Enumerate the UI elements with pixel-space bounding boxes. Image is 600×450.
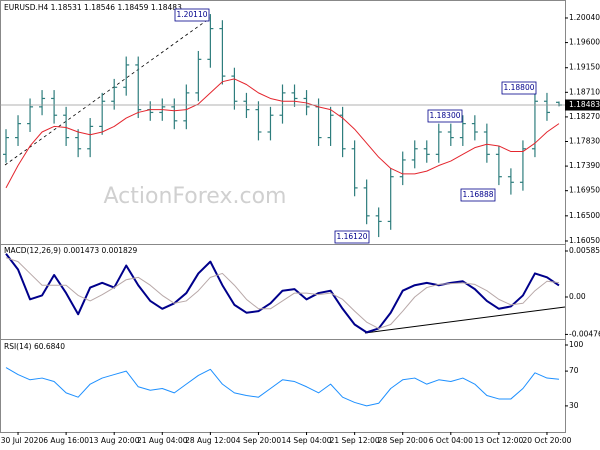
annotation-box bbox=[334, 230, 370, 244]
trend-line bbox=[4, 17, 211, 166]
y-tick-label: 100 bbox=[569, 340, 584, 349]
x-tick-label: 6 Oct 04:00 bbox=[429, 436, 473, 445]
indicator-line bbox=[5, 253, 560, 334]
x-tick-label: 4 Sep 20:00 bbox=[236, 436, 282, 445]
annotation: 1.16888 bbox=[462, 190, 493, 199]
annotation-box bbox=[501, 81, 537, 95]
indicator-line bbox=[5, 257, 560, 329]
y-tick-label: 1.17390 bbox=[569, 161, 600, 170]
trend-line bbox=[364, 306, 566, 334]
rsi-title: RSI(14) 60.6840 bbox=[4, 342, 65, 351]
y-tick-label: 1.17830 bbox=[569, 136, 600, 145]
current-price-box bbox=[565, 99, 600, 111]
y-tick-label: 0.00 bbox=[569, 292, 586, 301]
x-tick-label: 20 Oct 20:00 bbox=[523, 436, 572, 445]
annotation-box bbox=[174, 8, 210, 22]
annotation-box bbox=[460, 188, 496, 202]
x-tick-label: 21 Sep 12:00 bbox=[330, 436, 380, 445]
watermark: ActionForex.com bbox=[104, 184, 287, 209]
indicator-line bbox=[5, 367, 560, 407]
x-tick-label: 6 Aug 16:00 bbox=[43, 436, 89, 445]
y-tick-label: 30 bbox=[569, 401, 579, 410]
y-tick-label: 1.18270 bbox=[569, 112, 600, 121]
annotation-box bbox=[427, 109, 463, 123]
y-tick-label: 1.18710 bbox=[569, 87, 600, 96]
y-tick-label: 70 bbox=[569, 366, 579, 375]
x-tick-label: 13 Oct 12:00 bbox=[474, 436, 523, 445]
y-tick-label: 1.16500 bbox=[569, 211, 600, 220]
y-tick-label: 1.16050 bbox=[569, 236, 600, 245]
plot-frame bbox=[0, 0, 566, 433]
y-tick-label: 1.19150 bbox=[569, 63, 600, 72]
x-tick-label: 28 Sep 20:00 bbox=[378, 436, 428, 445]
x-tick-label: 28 Aug 12:00 bbox=[185, 436, 236, 445]
price-title: EURUSD.H4 1.18531 1.18546 1.18459 1.1848… bbox=[4, 3, 182, 12]
annotation: 1.20110 bbox=[176, 10, 207, 19]
x-tick-label: 14 Sep 04:00 bbox=[282, 436, 332, 445]
current-price-label: 1.18483 bbox=[569, 100, 600, 109]
x-tick-label: 30 Jul 2020 bbox=[1, 436, 44, 445]
x-tick-label: 21 Aug 04:00 bbox=[137, 436, 188, 445]
annotation: 1.18300 bbox=[429, 111, 460, 120]
y-tick-label: -0.004761 bbox=[569, 329, 600, 338]
y-tick-label: 1.16950 bbox=[569, 186, 600, 195]
x-tick-label: 13 Aug 20:00 bbox=[89, 436, 140, 445]
y-tick-label: 0.005852 bbox=[569, 246, 600, 255]
y-tick-label: 1.20040 bbox=[569, 13, 600, 22]
y-tick-label: 1.19600 bbox=[569, 38, 600, 47]
annotation: 1.18800 bbox=[503, 83, 534, 92]
macd-title: MACD(12,26,9) 0.001473 0.001829 bbox=[4, 246, 138, 255]
annotation: 1.16120 bbox=[336, 232, 367, 241]
moving-average bbox=[5, 78, 560, 189]
